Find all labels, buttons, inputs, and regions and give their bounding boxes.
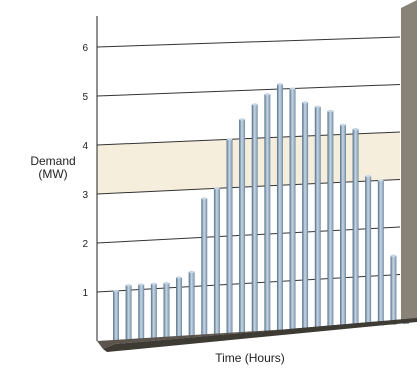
bar-hour-11: [239, 118, 246, 335]
bar-body: [113, 290, 119, 343]
bar-hour-9: [213, 187, 220, 336]
bar-body: [377, 180, 384, 326]
bar-cap: [277, 83, 283, 86]
bar-cap: [314, 105, 321, 108]
gridline-3: [96, 179, 401, 195]
bar-hour-17: [314, 105, 321, 330]
bar-cap: [226, 138, 233, 141]
bar-body: [138, 284, 145, 341]
y-axis-title-line1: Demand: [30, 154, 76, 168]
bar-cap: [365, 175, 371, 178]
bar-cap: [264, 93, 271, 96]
bar-body: [150, 283, 157, 340]
bar-cap: [352, 127, 359, 131]
bar-cap: [125, 284, 132, 287]
bar-cap: [251, 103, 258, 106]
y-tick-label-2: 2: [82, 239, 88, 250]
bar-cap: [151, 282, 157, 286]
bar-hour-3: [138, 283, 145, 341]
gridline-4: [96, 131, 401, 146]
band-3-4: [97, 132, 400, 194]
bar-hour-5: [163, 281, 170, 339]
bar-body: [201, 198, 208, 337]
bar-cap: [327, 109, 334, 113]
bar-body: [163, 282, 170, 339]
bar-body: [340, 124, 346, 328]
bar-hour-13: [264, 93, 271, 333]
bar-cap: [390, 254, 397, 258]
gridline-6: [96, 36, 401, 48]
bar-cap: [163, 281, 170, 285]
background-bands: [97, 132, 400, 194]
bar-cap: [289, 87, 296, 90]
bar-hour-4: [150, 282, 157, 340]
bar-hour-14: [276, 83, 283, 332]
bar-body: [314, 106, 321, 330]
y-axis-title: Demand (MW): [28, 155, 78, 181]
bar-cap: [188, 270, 195, 274]
x-axis-title: Time (Hours): [215, 351, 285, 365]
floor-edge: [103, 318, 417, 352]
bar-body: [365, 176, 372, 327]
bar-hour-2: [125, 284, 132, 342]
bar-cap: [378, 179, 384, 182]
bar-body: [213, 188, 220, 336]
y-tick-label-6: 6: [82, 43, 88, 54]
bar-body: [352, 128, 359, 327]
bar-cap: [176, 276, 182, 279]
gridline-1: [96, 274, 401, 293]
y-tick-label-1: 1: [82, 288, 88, 299]
gridline-2: [96, 226, 401, 244]
bar-cap: [138, 283, 144, 286]
bar-cap: [302, 101, 308, 104]
bar-hour-16: [302, 101, 309, 331]
y-tick-labels: 1 2 3 4 5 6: [82, 43, 88, 299]
axes: [96, 0, 417, 352]
bar-hour-7: [188, 270, 195, 338]
bar-body: [327, 110, 334, 329]
gridlines: [96, 36, 401, 293]
y-tick-label-4: 4: [82, 141, 88, 152]
bar-body: [251, 104, 258, 334]
gridline-5: [96, 84, 401, 97]
y-axis-title-line2: (MW): [38, 167, 68, 181]
bar-hour-18: [327, 109, 334, 329]
bar-body: [239, 119, 246, 335]
y-tick-label-3: 3: [82, 190, 88, 201]
bar-hour-6: [176, 276, 182, 339]
bar-body: [176, 277, 182, 339]
bar-hour-1: [113, 289, 119, 343]
bar-hour-20: [352, 127, 359, 327]
bar-hour-10: [226, 138, 233, 335]
bar-hour-23: [390, 254, 397, 325]
y-tick-label-5: 5: [82, 92, 88, 103]
bar-body: [302, 102, 309, 331]
bar-body: [276, 84, 283, 332]
bars: [113, 83, 409, 343]
bar-body: [390, 255, 397, 325]
bar-hour-8: [201, 197, 208, 337]
bar-body: [188, 271, 195, 338]
bar-body: [289, 88, 296, 331]
bar-body: [264, 94, 271, 333]
bar-hour-22: [377, 179, 384, 326]
bar-cap: [201, 197, 208, 200]
back-wall: [401, 0, 417, 322]
bar-hour-12: [251, 103, 258, 334]
bar-hour-21: [365, 175, 372, 327]
bar-hour-19: [340, 123, 346, 328]
bar-body: [226, 139, 233, 335]
bar-hour-15: [289, 87, 296, 331]
bar-cap: [113, 289, 119, 293]
bar-cap: [214, 187, 220, 190]
bar-cap: [239, 118, 245, 121]
bar-cap: [340, 123, 346, 127]
bar-body: [125, 285, 132, 342]
